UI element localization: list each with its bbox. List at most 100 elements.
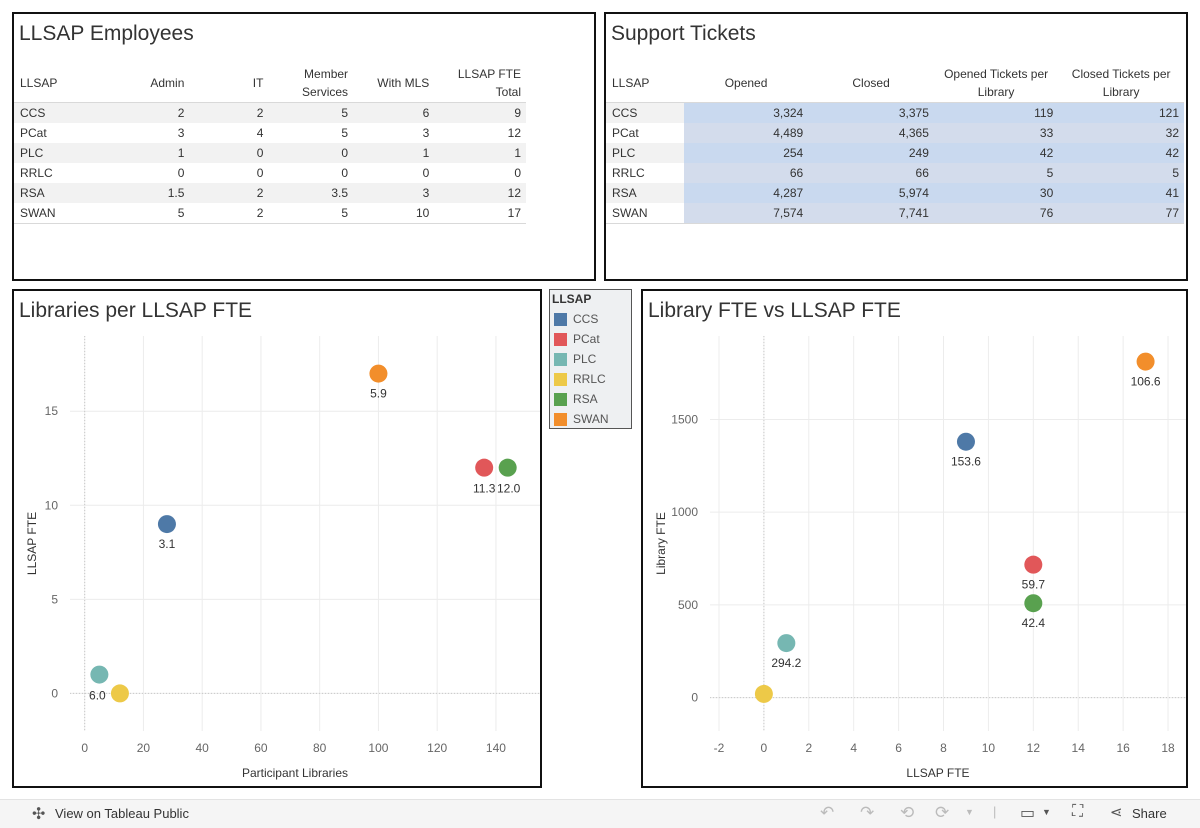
employees-cell: 10 xyxy=(353,203,435,224)
point-label-pcat: 11.3 xyxy=(473,482,496,496)
point-rsa[interactable] xyxy=(1024,594,1043,613)
llsap-legend[interactable]: LLSAP CCS PCat PLC RRLC RSA SWAN xyxy=(549,289,632,429)
x-tick-label: -2 xyxy=(714,741,725,755)
employees-col-header-line: With MLS xyxy=(377,76,430,90)
point-plc[interactable] xyxy=(90,665,109,684)
employees-cell: PCat xyxy=(14,123,107,143)
point-pcat[interactable] xyxy=(475,458,494,477)
tickets-cell: 33 xyxy=(933,123,1059,143)
tickets-row[interactable]: RSA 4,287 5,974 30 41 xyxy=(606,183,1184,203)
tickets-cell: SWAN xyxy=(606,203,684,224)
employees-cell: 3 xyxy=(106,123,190,143)
tickets-row[interactable]: PCat 4,489 4,365 33 32 xyxy=(606,123,1184,143)
tickets-cell: 30 xyxy=(933,183,1059,203)
legend-item-rsa[interactable]: RSA xyxy=(554,389,598,409)
x-tick-label: 100 xyxy=(368,741,388,755)
employees-cell: 2 xyxy=(106,102,190,123)
libraries-chart-title: Libraries per LLSAP FTE xyxy=(19,299,253,322)
employees-col-header-line: Member xyxy=(304,67,349,81)
employees-cell: CCS xyxy=(14,102,107,123)
point-rrlc[interactable] xyxy=(110,684,129,703)
legend-label: CCS xyxy=(573,312,599,326)
download-icon[interactable]: ▭ xyxy=(1020,805,1036,822)
fullscreen-icon[interactable]: ⛶ xyxy=(1072,803,1084,820)
point-ccs[interactable] xyxy=(157,515,176,534)
tableau-logo-icon[interactable]: ✣ xyxy=(32,806,46,823)
x-tick-label: 60 xyxy=(254,741,268,755)
y-tick-label: 1000 xyxy=(671,505,698,519)
refresh-dropdown-icon[interactable]: ▼ xyxy=(965,807,974,817)
legend-item-pcat[interactable]: PCat xyxy=(554,329,600,349)
employees-row[interactable]: RRLC 0 0 0 0 0 xyxy=(14,163,526,183)
x-tick-label: 16 xyxy=(1116,741,1130,755)
legend-item-ccs[interactable]: CCS xyxy=(554,309,598,329)
employees-row[interactable]: PCat 3 4 5 3 12 xyxy=(14,123,526,143)
employees-cell: 5 xyxy=(268,102,354,123)
view-on-tableau-link[interactable]: View on Tableau Public xyxy=(55,806,189,821)
tickets-cell: PCat xyxy=(606,123,684,143)
tickets-row[interactable]: SWAN 7,574 7,741 76 77 xyxy=(606,203,1184,224)
legend-swatch xyxy=(554,352,567,366)
tickets-row[interactable]: CCS 3,324 3,375 119 121 xyxy=(606,102,1184,123)
employees-cell: PLC xyxy=(14,143,107,163)
employees-cell: 1 xyxy=(353,143,435,163)
y-axis-title: Library FTE xyxy=(654,512,668,575)
libraries-per-fte-chart: 0 20 40 60 80 100 120 140 0 5 10 15 Participant Libr… xyxy=(25,336,540,780)
y-axis-title: LLSAP FTE xyxy=(25,512,39,575)
employees-row[interactable]: PLC 1 0 0 1 1 xyxy=(14,143,526,163)
point-plc[interactable] xyxy=(777,634,796,653)
x-tick-label: 40 xyxy=(196,741,210,755)
x-tick-label: 18 xyxy=(1161,741,1175,755)
tickets-cell: 42 xyxy=(1058,143,1184,163)
legend-item-rrlc[interactable]: RRLC xyxy=(554,369,606,389)
download-dropdown-icon[interactable]: ▼ xyxy=(1042,807,1051,817)
point-ccs[interactable] xyxy=(956,432,975,451)
point-label-plc: 294.2 xyxy=(771,656,801,670)
legend-label: PCat xyxy=(573,332,600,346)
employees-cell: 0 xyxy=(268,163,354,183)
tickets-cell: RSA xyxy=(606,183,684,203)
employees-cell: 4 xyxy=(189,123,269,143)
point-rrlc[interactable] xyxy=(754,684,773,703)
point-rsa[interactable] xyxy=(498,458,517,477)
point-label-rsa: 42.4 xyxy=(1022,616,1046,630)
legend-swatch xyxy=(554,412,567,426)
refresh-icon[interactable]: ⟳ xyxy=(935,803,950,822)
redo-icon[interactable]: ↷ xyxy=(860,803,875,822)
undo-icon[interactable]: ↶ xyxy=(820,803,835,822)
tickets-cell: 119 xyxy=(933,102,1059,123)
tickets-col-header-line: Closed xyxy=(852,76,890,90)
legend-item-plc[interactable]: PLC xyxy=(554,349,596,369)
point-pcat[interactable] xyxy=(1024,555,1043,574)
tickets-row[interactable]: PLC 254 249 42 42 xyxy=(606,143,1184,163)
point-swan[interactable] xyxy=(369,364,388,383)
x-tick-label: 0 xyxy=(761,741,768,755)
y-tick-label: 0 xyxy=(51,686,58,700)
revert-icon[interactable]: ⟲ xyxy=(900,803,915,822)
tickets-col-header-line: Library xyxy=(977,85,1015,99)
share-icon[interactable]: ⋖ xyxy=(1110,804,1123,821)
employees-cell: 2 xyxy=(189,183,269,203)
library-fte-vs-llsap-fte-chart: -2 0 2 4 6 8 10 12 14 16 18 0 500 1000 1500 LLSAP FTE Li… xyxy=(654,336,1186,780)
legend-label: RSA xyxy=(573,392,598,406)
library-fte-chart-title: Library FTE vs LLSAP FTE xyxy=(648,299,901,322)
share-button[interactable]: Share xyxy=(1132,806,1167,821)
point-label-ccs: 3.1 xyxy=(159,537,176,551)
tickets-row[interactable]: RRLC 66 66 5 5 xyxy=(606,163,1184,183)
tickets-col-header: Closed Tickets per Library xyxy=(1058,64,1184,103)
x-tick-label: 8 xyxy=(940,741,947,755)
employees-row[interactable]: SWAN 5 2 5 10 17 xyxy=(14,203,526,224)
tickets-col-header-line: Closed Tickets per xyxy=(1071,67,1171,81)
point-swan[interactable] xyxy=(1136,352,1155,371)
legend-swatch xyxy=(554,392,567,406)
legend-item-swan[interactable]: SWAN xyxy=(554,409,609,429)
employees-row[interactable]: CCS 2 2 5 6 9 xyxy=(14,102,526,123)
tickets-col-header: LLSAP xyxy=(606,64,684,103)
y-tick-label: 1500 xyxy=(671,412,698,426)
tickets-cell: 5,974 xyxy=(808,183,934,203)
employees-cell: 2 xyxy=(189,102,269,123)
tickets-panel: Support Tickets LLSAP Opened Closed Opened … xyxy=(604,12,1188,281)
y-tick-label: 5 xyxy=(51,592,58,606)
employees-cell: 9 xyxy=(434,102,526,123)
employees-row[interactable]: RSA 1.5 2 3.5 3 12 xyxy=(14,183,526,203)
